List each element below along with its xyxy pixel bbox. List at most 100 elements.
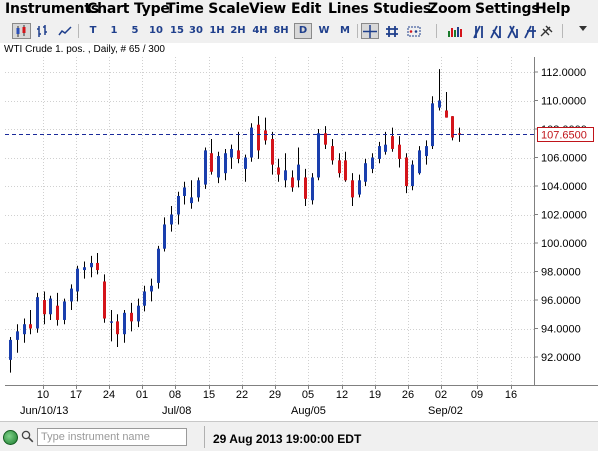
candle-body bbox=[351, 180, 354, 198]
candle bbox=[230, 144, 233, 169]
candle-body bbox=[291, 177, 294, 188]
menu-help[interactable]: Help bbox=[535, 1, 571, 17]
toolbar-separator bbox=[436, 24, 437, 38]
toolbar-overflow-button[interactable] bbox=[575, 23, 591, 39]
timescale-d-button[interactable]: D bbox=[294, 23, 312, 39]
price-chart[interactable]: 92.0000 94.0000 96.0000 98.0000 100.0000 102.… bbox=[0, 43, 598, 421]
crosshair-button[interactable] bbox=[361, 23, 379, 39]
timescale-m-button[interactable]: M bbox=[340, 25, 350, 36]
current-price-label-text: 107.6500 bbox=[541, 130, 587, 142]
bar-chart-button[interactable] bbox=[33, 23, 52, 39]
candle bbox=[277, 158, 280, 182]
delete-lines-button[interactable] bbox=[537, 23, 555, 39]
candle-body bbox=[210, 153, 213, 172]
candle bbox=[137, 298, 140, 328]
timescale-1-button[interactable]: 1 bbox=[110, 25, 118, 36]
candle-body bbox=[170, 214, 173, 225]
candle bbox=[411, 160, 414, 191]
candle bbox=[143, 285, 146, 312]
candle bbox=[331, 138, 334, 165]
timescale-8h-button[interactable]: 8H bbox=[273, 25, 289, 36]
candle bbox=[358, 174, 361, 198]
timescale-10-button[interactable]: 10 bbox=[149, 25, 163, 36]
trend-lines-button[interactable] bbox=[471, 23, 541, 39]
candle-body bbox=[204, 150, 207, 185]
x-tick-label: 05 bbox=[302, 389, 314, 401]
candle bbox=[438, 69, 441, 111]
y-tick-label: 102.0000 bbox=[541, 210, 587, 222]
candle-body bbox=[418, 150, 421, 174]
candle-body bbox=[331, 146, 334, 161]
menu-time-scale[interactable]: Time Scale bbox=[166, 1, 250, 17]
candle bbox=[257, 116, 260, 159]
x-tick-label: 22 bbox=[236, 389, 248, 401]
line-chart-button[interactable] bbox=[55, 23, 74, 39]
toolbar-separator bbox=[562, 24, 563, 38]
timescale-2h-button[interactable]: 2H bbox=[230, 25, 246, 36]
candle-body bbox=[130, 312, 133, 322]
candle bbox=[237, 131, 240, 164]
candle-body bbox=[391, 136, 394, 149]
candle bbox=[190, 180, 193, 209]
candle-body bbox=[364, 163, 367, 182]
candle bbox=[351, 173, 354, 206]
candle-body bbox=[29, 324, 32, 329]
candle bbox=[16, 324, 19, 353]
x-tick-label: 24 bbox=[103, 389, 115, 401]
candle-body bbox=[116, 321, 119, 335]
y-tick-label: 96.0000 bbox=[541, 295, 581, 307]
timescale-15-button[interactable]: 15 bbox=[170, 25, 184, 36]
candle-body bbox=[244, 157, 247, 169]
candle bbox=[96, 252, 99, 275]
candle-body bbox=[277, 167, 280, 175]
candlestick-button[interactable] bbox=[12, 23, 31, 39]
candle bbox=[170, 205, 173, 232]
candle bbox=[63, 298, 66, 325]
x-month-label: Jul/08 bbox=[162, 405, 191, 417]
candle bbox=[83, 261, 86, 279]
grid-lines bbox=[5, 57, 534, 385]
timescale-w-button[interactable]: W bbox=[318, 25, 330, 36]
chart-area[interactable]: WTI Crude 1. pos. , Daily, # 65 / 300 92… bbox=[0, 43, 598, 421]
candle-body bbox=[83, 267, 86, 271]
y-tick-label: 110.0000 bbox=[541, 96, 586, 108]
menu-studies[interactable]: Studies bbox=[373, 1, 431, 17]
candle-body bbox=[438, 100, 441, 108]
menu-edit[interactable]: Edit bbox=[291, 1, 322, 17]
menu-zoom[interactable]: Zoom bbox=[428, 1, 472, 17]
grid-button[interactable] bbox=[383, 23, 401, 39]
candle bbox=[391, 127, 394, 152]
candle bbox=[425, 140, 428, 165]
candle-body bbox=[157, 248, 160, 283]
menu-view[interactable]: View bbox=[249, 1, 287, 17]
candle-body bbox=[49, 298, 52, 315]
menu-settings[interactable]: Settings bbox=[475, 1, 540, 17]
timescale-5-button[interactable]: 5 bbox=[131, 25, 139, 36]
candle bbox=[224, 148, 227, 181]
toolbar: T 1 5 10 15 30 1H 2H 4H 8H D W M bbox=[0, 19, 598, 43]
y-tick-label: 112.0000 bbox=[541, 67, 586, 79]
candle bbox=[264, 117, 267, 145]
timescale-30-button[interactable]: 30 bbox=[189, 25, 203, 36]
candle-body bbox=[445, 110, 448, 118]
candle bbox=[291, 170, 294, 192]
timescale-4h-button[interactable]: 4H bbox=[252, 25, 268, 36]
candle-body bbox=[458, 133, 461, 135]
candle bbox=[244, 154, 247, 182]
menu-instruments[interactable]: Instruments bbox=[5, 1, 99, 17]
candle bbox=[36, 292, 39, 333]
annotation-button[interactable] bbox=[405, 23, 423, 39]
menu-chart-type[interactable]: Chart Type bbox=[87, 1, 170, 17]
candle-body bbox=[324, 133, 327, 145]
candle-body bbox=[16, 331, 19, 340]
timescale-t-button[interactable]: T bbox=[89, 25, 97, 36]
status-divider bbox=[204, 426, 205, 448]
studies-button[interactable] bbox=[444, 23, 466, 39]
candle-body bbox=[197, 180, 200, 198]
candle-body bbox=[344, 160, 347, 181]
timescale-1h-button[interactable]: 1H bbox=[209, 25, 225, 36]
menu-lines[interactable]: Lines bbox=[328, 1, 369, 17]
instrument-search-input[interactable] bbox=[37, 428, 187, 446]
candle-body bbox=[297, 164, 300, 181]
candle-body bbox=[250, 127, 253, 158]
